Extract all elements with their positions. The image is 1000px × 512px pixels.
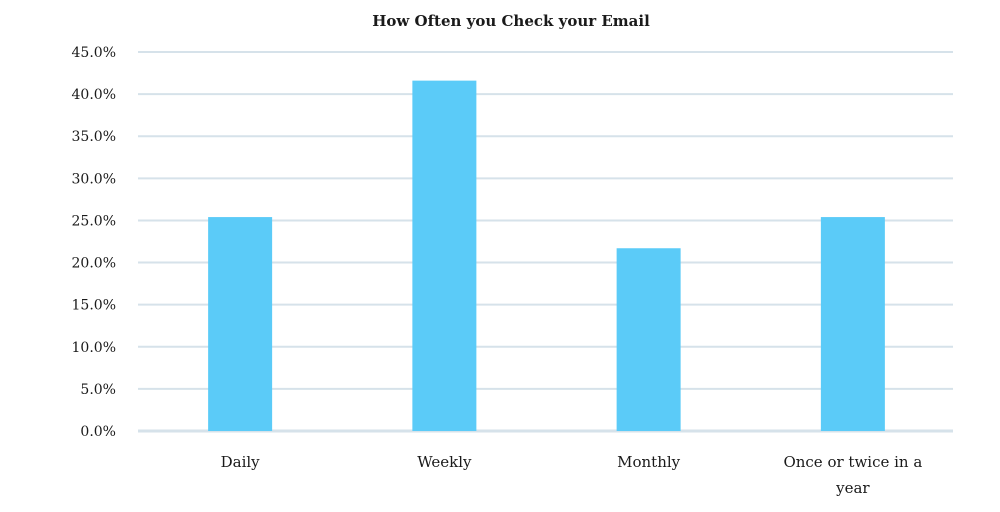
gridlines (138, 51, 953, 433)
x-axis-ticks: Daily Weekly Monthly Once or twice in a year (221, 453, 923, 497)
x-tick-label: Once or twice in a year (783, 453, 922, 497)
y-tick-label: 0.0% (80, 424, 116, 440)
bar-once-or-twice-in-a-year (820, 217, 885, 431)
y-tick-label: 25.0% (72, 213, 116, 229)
x-tick-label: Monthly (617, 453, 681, 471)
x-tick-label: Daily (221, 453, 261, 471)
bar-daily (208, 217, 273, 431)
chart-title: How Often you Check your Email (372, 12, 650, 30)
y-tick-label: 45.0% (72, 45, 116, 61)
bar-weekly (412, 80, 477, 431)
y-tick-label: 10.0% (72, 340, 116, 356)
y-axis-ticks: 0.0% 5.0% 10.0% 15.0% 20.0% 25.0% 30.0% 35.0% 40… (72, 45, 116, 440)
bars (208, 80, 885, 431)
y-tick-label: 20.0% (72, 256, 116, 272)
x-tick-label: Weekly (417, 453, 472, 471)
y-tick-label: 15.0% (72, 298, 116, 314)
y-tick-label: 5.0% (80, 382, 116, 398)
bar-monthly (616, 248, 681, 431)
y-tick-label: 40.0% (72, 87, 116, 103)
y-tick-label: 30.0% (72, 171, 116, 187)
y-tick-label: 35.0% (72, 129, 116, 145)
